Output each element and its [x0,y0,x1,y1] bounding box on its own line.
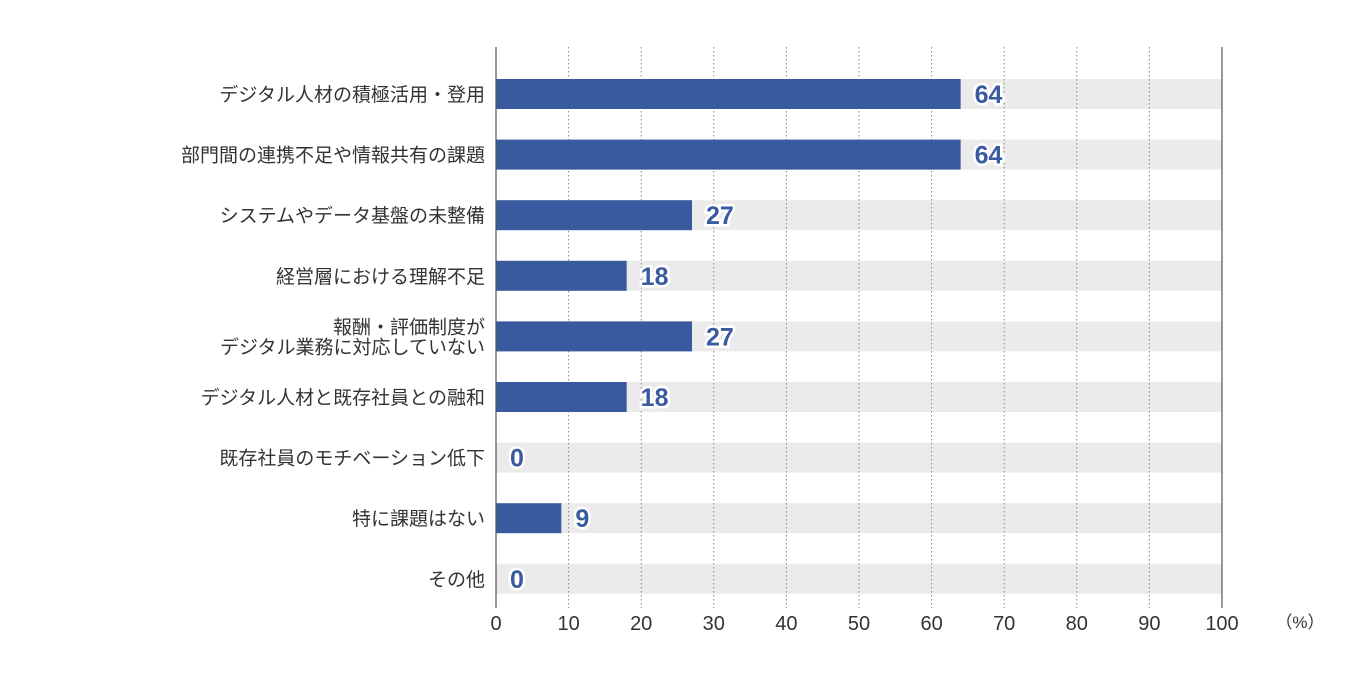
category-label: 経営層における理解不足 [276,266,485,288]
data-label: 18 [641,263,669,291]
data-label: 0 [510,566,524,594]
category-label: その他 [428,569,485,591]
category-label-line: 部門間の連携不足や情報共有の課題 [181,145,485,167]
category-label-line: 既存社員のモチベーション低下 [219,448,485,470]
bar-track [496,563,1222,594]
category-label-line: 経営層における理解不足 [276,266,485,288]
category-label: 報酬・評価制度がデジタル業務に対応していない [220,316,485,358]
x-tick-label: 40 [775,613,797,635]
unit-label: （%） [1275,613,1324,632]
bar [496,321,693,352]
category-label: デジタル人材と既存社員との融和 [201,387,485,409]
category-label: デジタル人材の積極活用・登用 [219,84,485,106]
bar [496,200,693,231]
bar [496,79,961,109]
category-label: 部門間の連携不足や情報共有の課題 [181,145,485,167]
x-tick-label: 90 [1138,613,1160,635]
category-label-line: 特に課題はない [352,508,485,530]
data-label: 0 [510,445,524,473]
data-labels: 64 64 27 18 27 18 0 9 0 [508,79,1006,597]
bar [496,503,562,534]
category-labels: デジタル人材の積極活用・登用部門間の連携不足や情報共有の課題システムやデータ基盤… [181,84,485,591]
bar [496,139,961,170]
category-label-line: 報酬・評価制度が [333,316,485,338]
x-tick-label: 50 [848,613,870,635]
x-tick-label: 60 [920,613,942,635]
x-tick-label: 0 [490,613,501,635]
category-label-line: システムやデータ基盤の未整備 [220,205,485,227]
category-label-line: デジタル業務に対応していない [220,336,485,358]
category-label-line: デジタル人材の積極活用・登用 [219,84,485,106]
x-tick-label: 10 [557,613,579,635]
x-tick-label: 80 [1066,613,1088,635]
category-label-line: その他 [428,569,485,591]
data-label: 18 [641,384,669,412]
bar [496,260,627,291]
category-label: 特に課題はない [352,508,485,530]
data-label: 9 [575,505,589,533]
data-label: 64 [975,81,1003,109]
bars [496,79,961,534]
data-label: 27 [706,323,734,351]
bar [496,382,627,412]
category-label: 既存社員のモチベーション低下 [219,448,485,470]
category-label: システムやデータ基盤の未整備 [220,205,485,227]
x-tick-label: 20 [630,613,652,635]
x-tick-labels: 0 10 20 30 40 50 60 70 80 90 100 [490,613,1238,635]
data-label: 27 [706,202,734,230]
x-tick-label: 100 [1205,613,1238,635]
category-label-line: デジタル人材と既存社員との融和 [201,387,485,409]
x-tick-label: 70 [993,613,1015,635]
data-label: 64 [975,142,1003,170]
axes [495,47,1223,608]
x-tick-label: 30 [703,613,725,635]
